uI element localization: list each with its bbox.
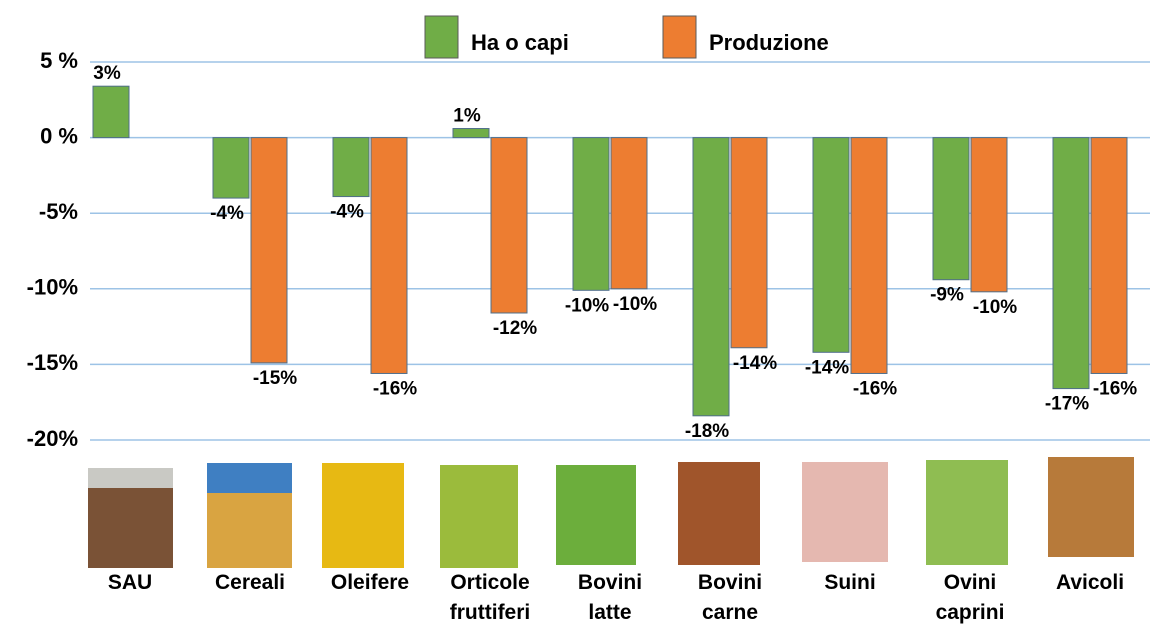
category-label: Oleifere	[310, 568, 430, 598]
category-label: Cereali	[190, 568, 310, 598]
y-tick-label: -15%	[27, 350, 78, 375]
legend-swatch	[425, 16, 458, 58]
bar	[213, 138, 249, 198]
value-label: -9%	[930, 285, 964, 306]
picture	[440, 465, 518, 568]
y-tick-label: -10%	[27, 275, 78, 300]
value-label: -14%	[805, 357, 849, 378]
bar	[731, 138, 767, 348]
value-label: -15%	[253, 368, 297, 389]
bar	[851, 138, 887, 374]
picture	[678, 462, 760, 565]
value-label: -10%	[613, 294, 657, 315]
legend-label: Ha o capi	[471, 30, 569, 55]
bar	[1091, 138, 1127, 374]
bar	[93, 86, 129, 137]
bar	[1053, 138, 1089, 389]
value-label: 3%	[93, 63, 121, 84]
legend-label: Produzione	[709, 30, 829, 55]
value-label: -4%	[330, 202, 364, 223]
chart: -20% -15% -10% -5% 0 % 5 % Ha o capi Produzione…	[0, 0, 1154, 634]
y-tick-label: -5%	[39, 199, 78, 224]
bar	[251, 138, 287, 363]
page: -20% -15% -10% -5% 0 % 5 % Ha o capi Produzione…	[0, 0, 1154, 634]
bar	[611, 138, 647, 289]
picture	[1048, 457, 1134, 557]
bar	[491, 138, 527, 313]
category-label: Ovini caprini	[910, 568, 1030, 628]
y-tick-label: -20%	[27, 426, 78, 451]
value-label: -12%	[493, 318, 537, 339]
value-label: -17%	[1045, 394, 1089, 415]
bar	[453, 129, 489, 138]
picture	[926, 460, 1008, 565]
value-label: -16%	[373, 378, 417, 399]
category-label: Avicoli	[1030, 568, 1150, 598]
value-label: -10%	[565, 295, 609, 316]
value-label: -16%	[853, 378, 897, 399]
legend-swatch	[663, 16, 696, 58]
bar	[933, 138, 969, 280]
bar	[813, 138, 849, 353]
category-label: Bovini carne	[670, 568, 790, 628]
bar	[573, 138, 609, 291]
bar	[971, 138, 1007, 292]
picture	[556, 465, 636, 565]
picture-sky	[207, 463, 292, 493]
value-label: -10%	[973, 297, 1017, 318]
picture-sky	[88, 468, 173, 488]
bar	[333, 138, 369, 197]
value-label: -16%	[1093, 378, 1137, 399]
category-label: Suini	[790, 568, 910, 598]
bar	[371, 138, 407, 374]
category-label: SAU	[70, 568, 190, 598]
value-label: -14%	[733, 353, 777, 374]
bar	[693, 138, 729, 416]
category-label: Orticole fruttiferi	[430, 568, 550, 628]
category-label: Bovini latte	[550, 568, 670, 628]
y-tick-label: 0 %	[40, 123, 78, 148]
y-tick-label: 5 %	[40, 48, 78, 73]
value-label: -4%	[210, 203, 244, 224]
pictures	[88, 457, 1134, 568]
value-label: 1%	[453, 106, 481, 127]
picture	[802, 462, 888, 562]
picture	[322, 463, 404, 568]
value-label: -18%	[685, 421, 729, 442]
